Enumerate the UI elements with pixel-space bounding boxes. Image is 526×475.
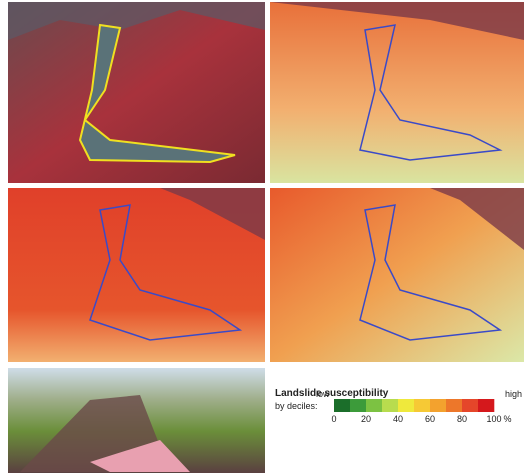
- legend: Landslide susceptibility by deciles: low…: [275, 388, 522, 424]
- figure: Landslide susceptibility by deciles: low…: [0, 0, 526, 475]
- legend-subtitle: by deciles:: [275, 401, 318, 411]
- colorbar-swatch: [446, 399, 462, 412]
- colorbar-swatch: [478, 399, 494, 412]
- colorbar-tick-label: 0: [331, 414, 336, 424]
- map-panel-susceptibility-c: [270, 188, 524, 362]
- colorbar-tick-label: 20: [361, 414, 371, 424]
- map-panel-satellite: [8, 2, 265, 183]
- map-panel-susceptibility-b: [8, 188, 265, 362]
- colorbar-swatch: [430, 399, 446, 412]
- colorbar-swatch: [398, 399, 414, 412]
- colorbar-swatch: [462, 399, 478, 412]
- legend-title: Landslide susceptibility: [275, 388, 389, 399]
- colorbar-tick-label: 60: [425, 414, 435, 424]
- landslide-photo: [8, 368, 265, 473]
- colorbar-swatch: [414, 399, 430, 412]
- colorbar-swatch: [334, 399, 350, 412]
- colorbar-tick-label: 40: [393, 414, 403, 424]
- legend-high: high: [505, 389, 522, 399]
- colorbar-swatch: [382, 399, 398, 412]
- map-panel-susceptibility-a: [270, 2, 524, 183]
- colorbar-tick-label: 80: [457, 414, 467, 424]
- legend-low: low: [316, 389, 330, 399]
- colorbar-tick-label: 100: [486, 414, 501, 424]
- colorbar-swatch: [350, 399, 366, 412]
- colorbar-swatch: [366, 399, 382, 412]
- colorbar-unit: %: [504, 414, 512, 424]
